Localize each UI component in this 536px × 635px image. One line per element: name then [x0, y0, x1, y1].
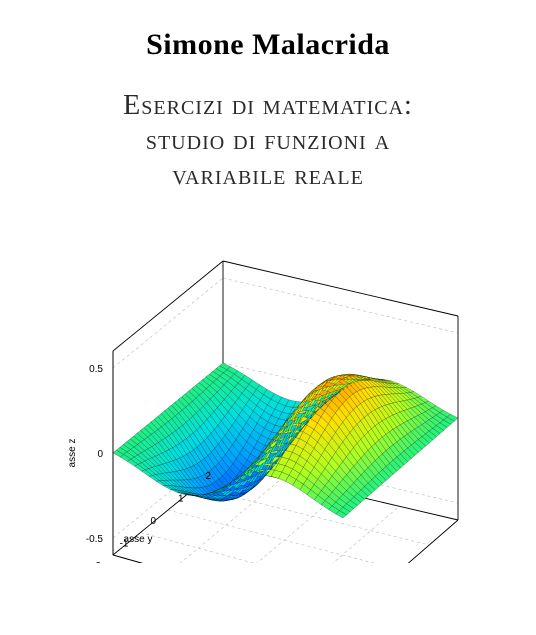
title-line-2: studio di funzioni a	[123, 123, 413, 158]
svg-text:2: 2	[205, 471, 211, 482]
book-title: Esercizi di matematica: studio di funzio…	[123, 88, 413, 193]
svg-text:-2: -2	[92, 561, 101, 563]
svg-text:1: 1	[178, 494, 184, 505]
svg-text:0.5: 0.5	[89, 364, 103, 375]
surface-plot-svg: -2-1012-2-1012-0.500.5asse xasse yasse z	[38, 223, 498, 563]
svg-text:asse y: asse y	[124, 534, 153, 545]
surface-plot: -2-1012-2-1012-0.500.5asse xasse yasse z	[38, 223, 498, 563]
svg-text:0: 0	[150, 516, 156, 527]
svg-text:asse z: asse z	[67, 439, 78, 468]
title-line-3: variabile reale	[123, 158, 413, 193]
svg-text:-0.5: -0.5	[86, 534, 104, 545]
author-name: Simone Malacrida	[146, 28, 390, 62]
book-cover: Simone Malacrida Esercizi di matematica:…	[0, 0, 536, 635]
svg-text:0: 0	[97, 449, 103, 460]
title-line-1: Esercizi di matematica:	[123, 88, 413, 123]
